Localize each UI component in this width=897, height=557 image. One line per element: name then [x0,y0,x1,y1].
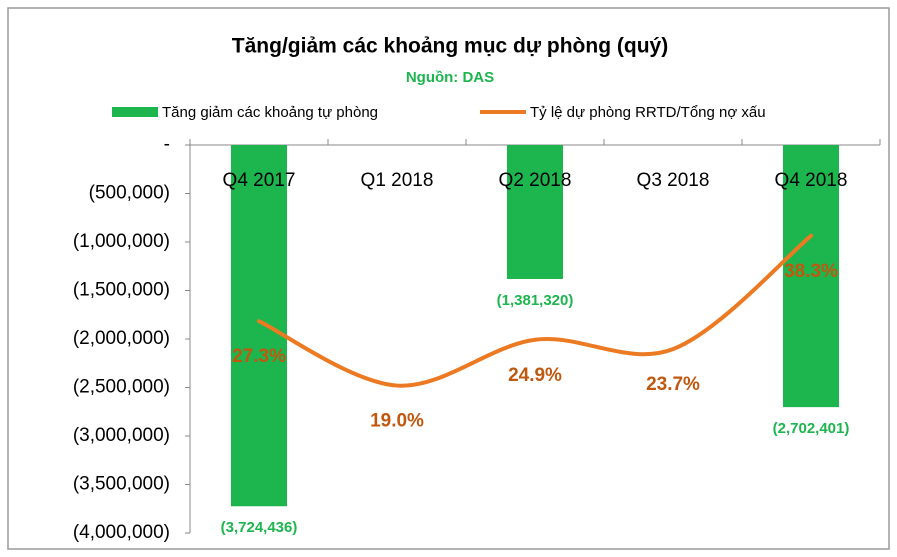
chart-subtitle: Nguồn: DAS [406,69,494,86]
y-tick-label: (500,000) [89,183,170,204]
bar [783,145,839,408]
x-tick-label: Q4 2017 [223,170,296,191]
y-tick-label: (3,500,000) [73,474,170,495]
bar-value-label: (1,381,320) [497,292,574,309]
y-tick-label: (3,000,000) [73,425,170,446]
legend-label: Tỷ lệ dự phòng RRTD/Tổng nợ xấu [530,104,766,121]
x-tick-label: Q2 2018 [499,170,572,191]
x-tick-label: Q1 2018 [361,170,434,191]
y-tick-label: (4,000,000) [73,522,170,543]
line-value-label: 27.3% [232,346,286,367]
chart-border [7,7,890,550]
y-tick-label: (2,500,000) [73,377,170,398]
line-value-label: 24.9% [508,365,562,386]
line [257,233,813,388]
bar [231,145,287,507]
y-tick-label: (1,500,000) [73,280,170,301]
y-tick-label: (1,000,000) [73,231,170,252]
chart-title: Tăng/giảm các khoảng mục dự phòng (quý) [232,35,668,58]
line-value-label: 23.7% [646,374,700,395]
bar-value-label: (2,702,401) [773,420,850,437]
y-tick-label: (2,000,000) [73,328,170,349]
legend-swatch [112,107,158,117]
line-value-label: 38.3% [784,261,838,282]
y-tick-label: - [164,134,170,155]
legend-label: Tăng giảm các khoảng tự phòng [162,104,378,121]
bar-value-label: (3,724,436) [221,519,298,536]
line-value-label: 19.0% [370,411,424,432]
x-tick-label: Q4 2018 [775,170,848,191]
bar [507,145,563,279]
x-tick-label: Q3 2018 [637,170,710,191]
